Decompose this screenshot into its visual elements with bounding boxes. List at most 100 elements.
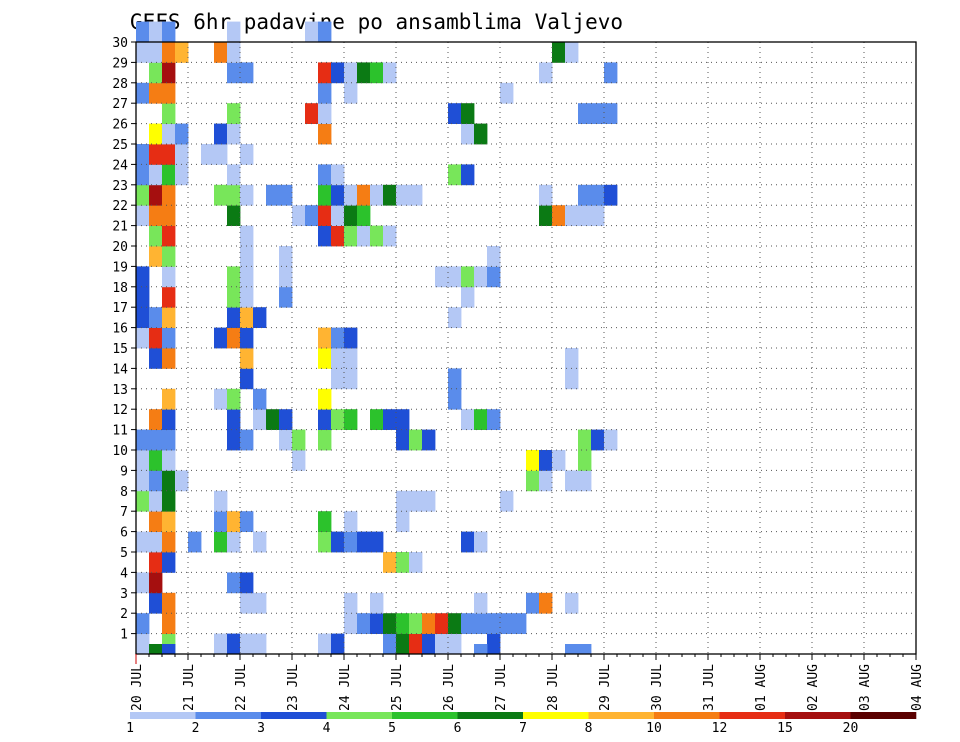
cell	[149, 164, 163, 186]
cell	[279, 184, 293, 206]
x-tick-label: 27 JUL	[494, 664, 509, 711]
x-tick-label: 21 JUL	[182, 664, 197, 711]
cell	[435, 613, 449, 634]
colorbar-label: 10	[646, 721, 662, 736]
y-tick-label: 29	[112, 56, 128, 71]
cell	[448, 307, 462, 328]
cell	[162, 82, 176, 104]
cell	[435, 633, 449, 655]
cell	[162, 470, 176, 492]
axis-ticks: 1234567891011121314151617181920212223242…	[112, 36, 925, 711]
cell	[578, 450, 592, 471]
cell	[526, 470, 540, 492]
y-tick-label: 27	[112, 97, 128, 112]
x-tick-label: 04 AUG	[910, 664, 925, 711]
cell	[474, 592, 488, 614]
cell	[331, 531, 345, 553]
cell	[331, 348, 345, 369]
x-tick-label: 22 JUL	[234, 664, 249, 711]
colorbar-swatch	[785, 712, 851, 719]
cell	[318, 531, 332, 553]
y-tick-label: 8	[120, 485, 128, 500]
cell	[318, 164, 332, 186]
cell	[409, 184, 423, 206]
cell	[162, 205, 176, 226]
cell	[487, 613, 501, 634]
cell	[227, 184, 241, 206]
colorbar-swatch	[523, 712, 589, 719]
cell	[253, 388, 267, 410]
cell	[227, 409, 241, 430]
cell	[357, 531, 371, 553]
colorbar-swatch	[654, 712, 720, 719]
cell	[175, 164, 189, 186]
cell	[344, 184, 358, 206]
cell	[240, 572, 254, 594]
y-tick-label: 25	[112, 138, 128, 153]
cell	[396, 490, 410, 512]
cell	[474, 531, 488, 553]
cell	[370, 225, 384, 247]
cell	[318, 103, 332, 124]
cell	[500, 490, 514, 512]
cell	[149, 307, 163, 328]
y-tick-label: 22	[112, 199, 128, 214]
cell	[240, 511, 254, 532]
cell	[578, 184, 592, 206]
cell	[162, 307, 176, 328]
cell	[149, 644, 163, 654]
cell	[591, 429, 605, 451]
cell	[331, 409, 345, 430]
cell	[136, 327, 150, 349]
cell	[253, 307, 267, 328]
cell	[149, 450, 163, 471]
cell	[136, 286, 150, 308]
cell	[201, 144, 215, 165]
cell	[162, 286, 176, 308]
cell	[370, 592, 384, 614]
cell	[461, 531, 475, 553]
cell	[552, 450, 566, 471]
cell	[318, 348, 332, 369]
cell	[383, 633, 397, 655]
colorbar-swatch	[130, 712, 196, 719]
cell	[565, 592, 579, 614]
cell	[149, 82, 163, 104]
cell	[526, 592, 540, 614]
cell	[409, 613, 423, 634]
cell	[240, 348, 254, 369]
cell	[552, 205, 566, 226]
cell	[500, 82, 514, 104]
chart-title: GEFS 6hr padavine po ansamblima Valjevo	[130, 10, 623, 34]
cell	[266, 409, 280, 430]
cell	[383, 552, 397, 573]
cell	[227, 511, 241, 532]
cell	[318, 511, 332, 532]
cells-layer	[136, 21, 618, 655]
y-tick-label: 15	[112, 342, 128, 357]
cell	[175, 123, 189, 145]
cell	[149, 429, 163, 451]
cell	[448, 103, 462, 124]
cell	[539, 205, 553, 226]
cell	[578, 644, 592, 654]
cell	[162, 552, 176, 573]
cell	[318, 21, 332, 43]
cell	[448, 266, 462, 288]
cell	[383, 409, 397, 430]
cell	[227, 327, 241, 349]
cell	[253, 409, 267, 430]
cell	[136, 266, 150, 288]
cell	[214, 490, 228, 512]
cell	[409, 429, 423, 451]
cell	[409, 490, 423, 512]
cell	[162, 184, 176, 206]
cell	[578, 103, 592, 124]
cell	[162, 531, 176, 553]
cell	[214, 144, 228, 165]
cell	[136, 164, 150, 186]
cell	[162, 409, 176, 430]
colorbar-label: 8	[585, 721, 593, 736]
cell	[136, 531, 150, 553]
